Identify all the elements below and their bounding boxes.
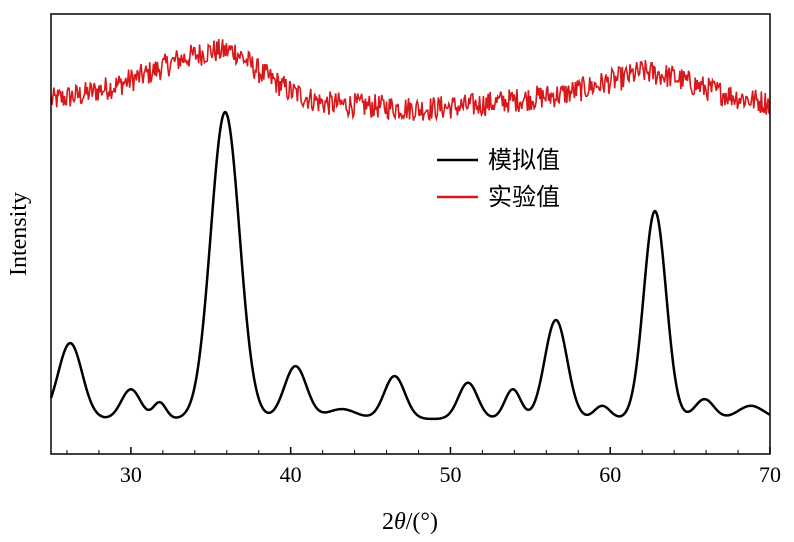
x-axis-ticks: 30 40 50 60 70 — [66, 447, 781, 487]
legend: 模拟值 实验值 — [437, 146, 560, 211]
series-line-simulated — [49, 110, 771, 421]
plot-frame — [50, 13, 771, 455]
series-line-experimental — [50, 39, 771, 122]
x-tick-label: 70 — [759, 462, 781, 487]
x-tick-label: 60 — [599, 462, 621, 487]
legend-label-experimental: 实验值 — [488, 183, 560, 211]
legend-label-simulated: 模拟值 — [488, 146, 560, 174]
plot-area — [49, 39, 771, 421]
x-tick-label: 30 — [120, 462, 142, 487]
x-tick-label: 40 — [280, 462, 302, 487]
y-axis-label: Intensity — [6, 192, 32, 276]
x-axis-label: 2θ/(°) — [382, 509, 438, 535]
x-tick-label: 50 — [439, 462, 461, 487]
